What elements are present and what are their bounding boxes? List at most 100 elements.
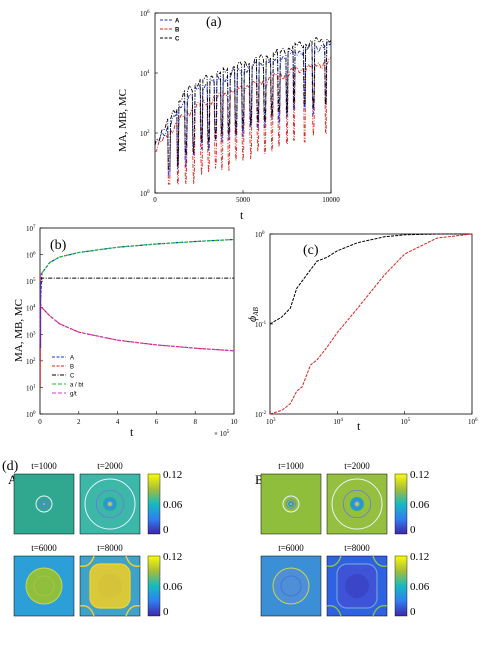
- panel-d-tile-domain: [272, 567, 310, 605]
- panel-d-colorbar-tick: 0.06: [410, 499, 430, 511]
- panel-c-ylabel: ϕAB: [245, 307, 260, 322]
- panel-b-xtick-label: 6: [155, 418, 159, 426]
- panel-d-tile-core: [98, 574, 122, 598]
- panel-b-chart: 100 101 102 103 104 105 106 107 0 2 4 6 8 10 (b) t M…: [13, 225, 238, 439]
- panel-d-colorbar-tick: 0.12: [163, 469, 182, 481]
- panel-d-tile-time: t=1000: [278, 461, 304, 471]
- panel-d-tile-corner-arms: [79, 555, 141, 617]
- panel-d-tile-time: t=2000: [97, 461, 123, 471]
- panel-b-ytick-label: 105: [26, 278, 36, 286]
- panel-a-xtick-label: 10000: [322, 196, 340, 204]
- panel-a-xlabel: t: [240, 208, 244, 222]
- panel-b-x-multiplier: × 105: [214, 430, 230, 438]
- panel-b-legend-label: A: [70, 356, 74, 362]
- panel-b-series-gt: [41, 307, 235, 352]
- panel-a-x-ticks: 0 5000 10000: [153, 190, 340, 204]
- panel-d-tile: [13, 555, 75, 617]
- panel-c-ytick-label: 10-2: [255, 411, 267, 419]
- panel-d-tile-domain: [25, 567, 63, 605]
- panel-d-tile: [326, 473, 388, 535]
- panel-b-series-B: [39, 302, 235, 352]
- panel-a-legend: ABC: [158, 14, 188, 44]
- panel-a-legend-label: A: [175, 19, 180, 25]
- panel-a-ytick-label: 104: [140, 70, 150, 78]
- panel-d-tile-core: [103, 497, 117, 511]
- panel-b-legend-label: a / bt: [70, 383, 84, 389]
- panel-d-colorbar: [147, 473, 161, 535]
- panel-d-tile-ring: [282, 495, 300, 513]
- panel-d-tile-core: [350, 497, 364, 511]
- panel-b-legend-label: g/t: [70, 392, 77, 398]
- panel-d-tile-ring: [39, 499, 49, 509]
- panel-d-heatmaps: (d) At=1000 t=2000 t=6000 t=8000 0.12 0.06 0 0.…: [2, 459, 430, 618]
- panel-d-tile-time: t=2000: [344, 461, 370, 471]
- panel-b-xtick-label: 2: [77, 418, 81, 426]
- panel-d-group-label: A: [8, 472, 18, 487]
- panel-b-xtick-label: 4: [116, 418, 120, 426]
- panel-b-legend-label: C: [70, 374, 75, 380]
- panel-a-series: [154, 36, 332, 185]
- panel-d-colorbar-tick: 0.06: [163, 581, 183, 593]
- panel-d-tile-time: t=6000: [31, 543, 57, 553]
- panel-d-colorbar-tick: 0: [163, 606, 169, 618]
- panel-c-chart: 10-2 10-1 100 103 104 105 106 (c) t ϕAB: [245, 231, 478, 433]
- panel-d-tiles: At=1000 t=2000 t=6000 t=8000 0.12 0.06 0 0.12 0.…: [8, 461, 430, 618]
- panel-a-xtick-label: 0: [153, 196, 157, 204]
- panel-d-tile-time: t=8000: [344, 543, 370, 553]
- panel-d-colorbar-tick: 0: [163, 524, 169, 536]
- panel-b-ylabel: MA, MB, MC: [13, 299, 25, 362]
- panel-d-tile-core: [345, 574, 369, 598]
- panel-a-ytick-label: 100: [140, 190, 150, 198]
- panel-d-tile: [79, 473, 141, 535]
- panel-c-xtick-label: 103: [266, 418, 276, 426]
- panel-b-series-abt: [41, 238, 235, 274]
- panel-d-tile: [326, 555, 388, 617]
- panel-d-tile: [13, 473, 75, 535]
- panel-b-xtick-label: 10: [231, 418, 239, 426]
- panel-c-ytick-label: 10-1: [255, 321, 267, 329]
- panel-c-xlabel: t: [357, 419, 361, 433]
- panel-d-tile-core: [41, 501, 47, 507]
- panel-d-tile-ring: [95, 489, 125, 519]
- panel-c-ytick-label: 100: [255, 231, 265, 239]
- panel-a-ytick-label: 106: [140, 10, 150, 18]
- panel-a-ylabel: MA, MB, MC: [117, 89, 129, 152]
- panel-d-group-label: B: [255, 472, 264, 487]
- panel-c-series-red: [269, 233, 473, 415]
- panel-d-tile-time: t=6000: [278, 543, 304, 553]
- panel-b-ytick-label: 103: [26, 331, 36, 339]
- panel-d-tile-ring: [286, 499, 296, 509]
- panel-d-tile-ring: [33, 575, 55, 597]
- panel-b-label: (b): [50, 238, 67, 253]
- panel-d-tile-ring: [342, 489, 372, 519]
- panel-d-tile: [260, 473, 322, 535]
- panel-c-series: [269, 233, 473, 415]
- panel-b-x-ticks: 0 2 4 6 8 10: [38, 411, 238, 426]
- panel-a-legend-label: B: [175, 28, 180, 34]
- panel-b-xtick-label: 8: [193, 418, 197, 426]
- panel-d-tile-ring: [35, 495, 53, 513]
- panel-c-label: (c): [303, 243, 319, 258]
- panel-d-tile-core: [288, 501, 294, 507]
- panel-a-y-ticks: 100 102 104 106: [140, 10, 158, 198]
- panel-d-tile-ring: [331, 478, 383, 530]
- panel-d-colorbar: [147, 555, 161, 617]
- panel-a-chart: 100 102 104 106 0 5000 10000 (a) t MA, MB, MC…: [117, 10, 340, 222]
- panel-d-tile: [260, 555, 322, 617]
- panel-b-xlabel: t: [130, 425, 134, 439]
- panel-d-tile-ring: [280, 575, 302, 597]
- panel-a-label: (a): [206, 15, 222, 30]
- panel-b-ytick-label: 100: [26, 411, 36, 419]
- panel-a-legend-label: C: [175, 37, 180, 43]
- panel-b-ytick-label: 104: [26, 305, 36, 313]
- panel-d-tile-corner-arms: [326, 555, 388, 617]
- panel-c-xtick-label: 105: [401, 418, 411, 426]
- panel-d-tile-bg: [79, 473, 141, 535]
- panel-d-colorbar-tick: 0.12: [163, 551, 182, 563]
- panel-d-colorbar-tick: 0.12: [410, 469, 429, 481]
- panel-d-colorbar-tick: 0: [410, 606, 416, 618]
- panel-d-tile-ring: [84, 478, 136, 530]
- panel-b-ytick-label: 107: [26, 225, 36, 233]
